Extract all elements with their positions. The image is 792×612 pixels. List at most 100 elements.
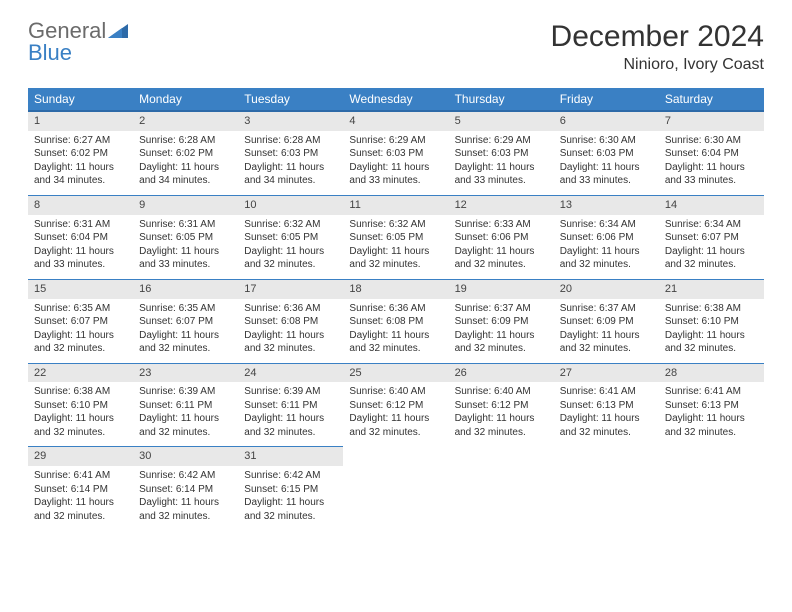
sunrise-line: Sunrise: 6:40 AM <box>455 385 548 399</box>
calendar-day-cell: 6Sunrise: 6:30 AMSunset: 6:03 PMDaylight… <box>554 111 659 195</box>
weekday-header: Thursday <box>449 88 554 111</box>
daylight-line: Daylight: 11 hours <box>34 329 127 343</box>
sunrise-line: Sunrise: 6:28 AM <box>139 134 232 148</box>
day-body: Sunrise: 6:31 AMSunset: 6:04 PMDaylight:… <box>28 215 133 279</box>
sunset-line: Sunset: 6:04 PM <box>665 147 758 161</box>
daylight-line: and 32 minutes. <box>455 342 548 356</box>
calendar-day-cell: 29Sunrise: 6:41 AMSunset: 6:14 PMDayligh… <box>28 447 133 530</box>
daylight-line: Daylight: 11 hours <box>349 412 442 426</box>
sunset-line: Sunset: 6:09 PM <box>560 315 653 329</box>
day-body: Sunrise: 6:34 AMSunset: 6:07 PMDaylight:… <box>659 215 764 279</box>
daylight-line: Daylight: 11 hours <box>139 161 232 175</box>
daylight-line: Daylight: 11 hours <box>139 412 232 426</box>
daylight-line: Daylight: 11 hours <box>244 329 337 343</box>
day-body: Sunrise: 6:31 AMSunset: 6:05 PMDaylight:… <box>133 215 238 279</box>
sunset-line: Sunset: 6:03 PM <box>349 147 442 161</box>
sunrise-line: Sunrise: 6:39 AM <box>139 385 232 399</box>
logo-triangle-icon <box>108 20 128 42</box>
daylight-line: and 34 minutes. <box>34 174 127 188</box>
sunrise-line: Sunrise: 6:37 AM <box>560 302 653 316</box>
sunrise-line: Sunrise: 6:36 AM <box>349 302 442 316</box>
weekday-header: Tuesday <box>238 88 343 111</box>
daylight-line: and 32 minutes. <box>34 510 127 524</box>
sunset-line: Sunset: 6:04 PM <box>34 231 127 245</box>
calendar-day-cell: 13Sunrise: 6:34 AMSunset: 6:06 PMDayligh… <box>554 195 659 279</box>
daylight-line: and 33 minutes. <box>665 174 758 188</box>
sunset-line: Sunset: 6:07 PM <box>34 315 127 329</box>
day-body: Sunrise: 6:27 AMSunset: 6:02 PMDaylight:… <box>28 131 133 195</box>
sunrise-line: Sunrise: 6:29 AM <box>455 134 548 148</box>
sunrise-line: Sunrise: 6:40 AM <box>349 385 442 399</box>
calendar-day-cell: 24Sunrise: 6:39 AMSunset: 6:11 PMDayligh… <box>238 363 343 447</box>
sunrise-line: Sunrise: 6:42 AM <box>139 469 232 483</box>
day-body: Sunrise: 6:30 AMSunset: 6:04 PMDaylight:… <box>659 131 764 195</box>
sunrise-line: Sunrise: 6:41 AM <box>665 385 758 399</box>
calendar-week-row: 15Sunrise: 6:35 AMSunset: 6:07 PMDayligh… <box>28 279 764 363</box>
daylight-line: and 32 minutes. <box>665 426 758 440</box>
day-number: 22 <box>28 364 133 383</box>
day-body: Sunrise: 6:40 AMSunset: 6:12 PMDaylight:… <box>449 382 554 446</box>
daylight-line: and 32 minutes. <box>455 258 548 272</box>
day-number: 28 <box>659 364 764 383</box>
daylight-line: Daylight: 11 hours <box>34 412 127 426</box>
daylight-line: and 33 minutes. <box>139 258 232 272</box>
day-body: Sunrise: 6:40 AMSunset: 6:12 PMDaylight:… <box>343 382 448 446</box>
calendar-day-cell: 28Sunrise: 6:41 AMSunset: 6:13 PMDayligh… <box>659 363 764 447</box>
calendar-day-cell: 12Sunrise: 6:33 AMSunset: 6:06 PMDayligh… <box>449 195 554 279</box>
calendar-week-row: 29Sunrise: 6:41 AMSunset: 6:14 PMDayligh… <box>28 447 764 530</box>
day-body: Sunrise: 6:28 AMSunset: 6:03 PMDaylight:… <box>238 131 343 195</box>
sunset-line: Sunset: 6:05 PM <box>244 231 337 245</box>
sunset-line: Sunset: 6:10 PM <box>665 315 758 329</box>
sunrise-line: Sunrise: 6:35 AM <box>139 302 232 316</box>
calendar-day-cell: 18Sunrise: 6:36 AMSunset: 6:08 PMDayligh… <box>343 279 448 363</box>
day-body: Sunrise: 6:36 AMSunset: 6:08 PMDaylight:… <box>343 299 448 363</box>
day-body: Sunrise: 6:37 AMSunset: 6:09 PMDaylight:… <box>449 299 554 363</box>
sunset-line: Sunset: 6:06 PM <box>455 231 548 245</box>
day-body: Sunrise: 6:33 AMSunset: 6:06 PMDaylight:… <box>449 215 554 279</box>
logo: General Blue <box>28 20 128 64</box>
calendar-day-cell: 14Sunrise: 6:34 AMSunset: 6:07 PMDayligh… <box>659 195 764 279</box>
calendar-day-cell: 30Sunrise: 6:42 AMSunset: 6:14 PMDayligh… <box>133 447 238 530</box>
weekday-row: SundayMondayTuesdayWednesdayThursdayFrid… <box>28 88 764 111</box>
sunset-line: Sunset: 6:06 PM <box>560 231 653 245</box>
sunset-line: Sunset: 6:07 PM <box>665 231 758 245</box>
calendar-day-cell: 2 Sunrise: 6:28 AMSunset: 6:02 PMDaylight… <box>133 111 238 195</box>
calendar-empty-cell <box>449 447 554 530</box>
day-body: Sunrise: 6:29 AMSunset: 6:03 PMDaylight:… <box>449 131 554 195</box>
calendar-week-row: 22Sunrise: 6:38 AMSunset: 6:10 PMDayligh… <box>28 363 764 447</box>
sunset-line: Sunset: 6:02 PM <box>139 147 232 161</box>
sunrise-line: Sunrise: 6:28 AM <box>244 134 337 148</box>
day-number: 21 <box>659 280 764 299</box>
calendar-day-cell: 25Sunrise: 6:40 AMSunset: 6:12 PMDayligh… <box>343 363 448 447</box>
day-number: 9 <box>133 196 238 215</box>
daylight-line: Daylight: 11 hours <box>244 496 337 510</box>
sunset-line: Sunset: 6:08 PM <box>349 315 442 329</box>
day-number: 10 <box>238 196 343 215</box>
day-number: 25 <box>343 364 448 383</box>
daylight-line: Daylight: 11 hours <box>455 245 548 259</box>
calendar-day-cell: 11Sunrise: 6:32 AMSunset: 6:05 PMDayligh… <box>343 195 448 279</box>
day-number: 7 <box>659 112 764 131</box>
daylight-line: and 33 minutes. <box>455 174 548 188</box>
weekday-header: Sunday <box>28 88 133 111</box>
sunrise-line: Sunrise: 6:41 AM <box>560 385 653 399</box>
sunset-line: Sunset: 6:11 PM <box>139 399 232 413</box>
daylight-line: and 32 minutes. <box>349 426 442 440</box>
calendar-empty-cell <box>554 447 659 530</box>
day-number: 2 <box>133 112 238 131</box>
month-title: December 2024 <box>551 20 764 54</box>
day-number: 1 <box>28 112 133 131</box>
daylight-line: and 32 minutes. <box>560 426 653 440</box>
day-body: Sunrise: 6:35 AMSunset: 6:07 PMDaylight:… <box>28 299 133 363</box>
sunset-line: Sunset: 6:09 PM <box>455 315 548 329</box>
sunset-line: Sunset: 6:15 PM <box>244 483 337 497</box>
sunrise-line: Sunrise: 6:31 AM <box>34 218 127 232</box>
daylight-line: and 32 minutes. <box>665 342 758 356</box>
daylight-line: Daylight: 11 hours <box>560 245 653 259</box>
day-number: 24 <box>238 364 343 383</box>
daylight-line: Daylight: 11 hours <box>349 245 442 259</box>
sunrise-line: Sunrise: 6:30 AM <box>560 134 653 148</box>
day-body: Sunrise: 6:41 AMSunset: 6:13 PMDaylight:… <box>659 382 764 446</box>
day-body: Sunrise: 6:36 AMSunset: 6:08 PMDaylight:… <box>238 299 343 363</box>
title-block: December 2024 Ninioro, Ivory Coast <box>551 20 764 74</box>
